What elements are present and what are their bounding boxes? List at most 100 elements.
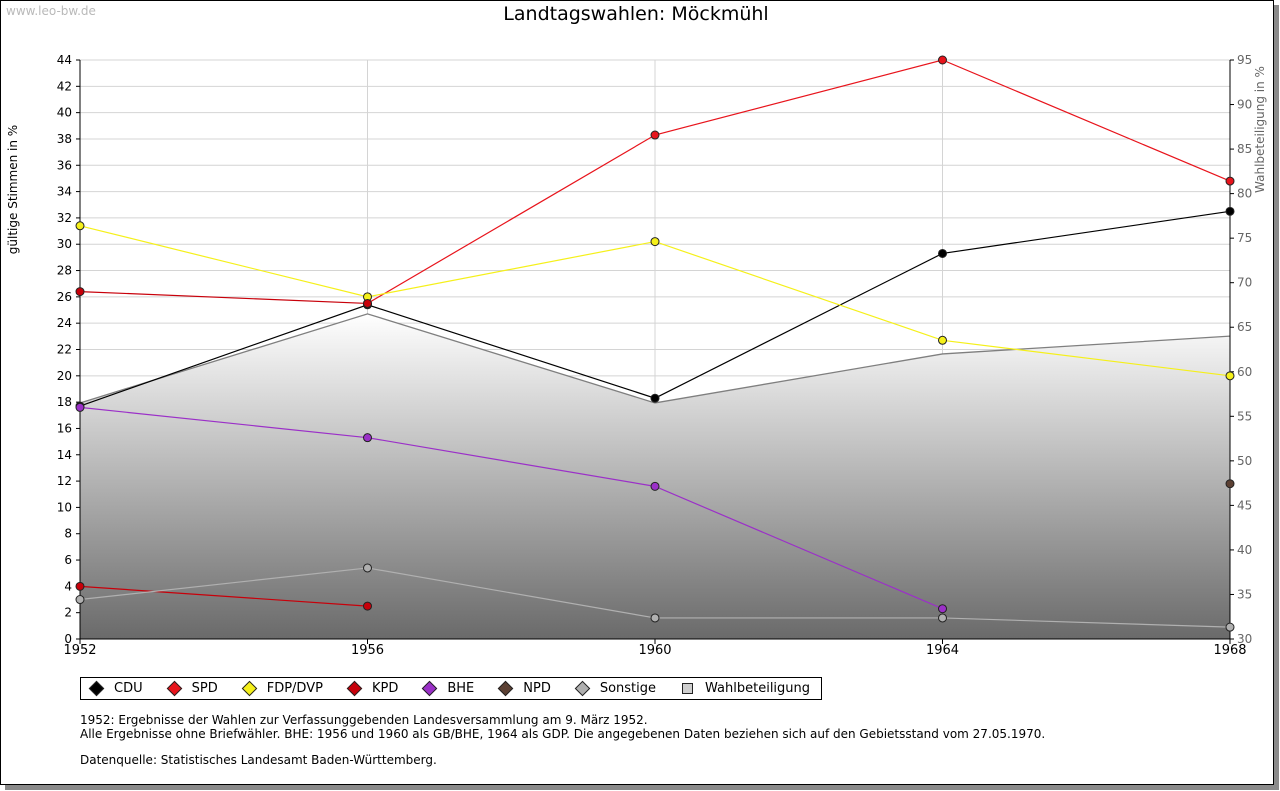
y-tick-label: 30 xyxy=(57,237,72,251)
y-tick-label: 0 xyxy=(64,632,72,646)
y-tick-label: 10 xyxy=(57,500,72,514)
y-tick-label: 32 xyxy=(57,211,72,225)
y2-tick-label: 75 xyxy=(1237,231,1252,245)
note-line-1: 1952: Ergebnisse der Wahlen zur Verfassu… xyxy=(80,713,648,727)
x-tick-label: 1956 xyxy=(351,643,384,658)
legend-marker xyxy=(88,680,105,697)
y-tick-label: 2 xyxy=(64,606,72,620)
y-tick-label: 6 xyxy=(64,553,72,567)
y-tick-label: 22 xyxy=(57,343,72,357)
y2-tick-label: 50 xyxy=(1237,454,1252,468)
legend-label: Sonstige xyxy=(599,681,657,696)
y-tick-label: 18 xyxy=(57,395,72,409)
y-tick-label: 38 xyxy=(57,132,72,146)
data-point xyxy=(650,393,660,403)
x-tick-label: 1952 xyxy=(63,643,96,658)
data-point xyxy=(650,130,660,140)
data-point xyxy=(363,298,372,308)
y2-tick-label: 30 xyxy=(1237,632,1252,646)
data-point xyxy=(75,595,85,605)
footnotes: 1952: Ergebnisse der Wahlen zur Verfassu… xyxy=(80,713,1045,767)
axes: 0246810121416182022242628303234363840424… xyxy=(6,53,1267,658)
series-line xyxy=(79,406,943,610)
series-line xyxy=(79,291,368,305)
data-point xyxy=(650,237,660,247)
data-point xyxy=(363,433,372,443)
y2-tick-label: 85 xyxy=(1237,142,1252,156)
legend-item: Wahlbeteiligung xyxy=(682,681,810,696)
y-tick-label: 8 xyxy=(64,527,72,541)
y-tick-label: 12 xyxy=(57,474,72,488)
y-axis-label: gültige Stimmen in % xyxy=(6,125,20,254)
legend-item: SPD xyxy=(166,680,218,697)
data-point xyxy=(650,481,660,491)
data-point xyxy=(938,613,947,623)
data-point xyxy=(1225,622,1235,632)
legend-label: BHE xyxy=(447,681,475,696)
legend-marker xyxy=(497,680,514,697)
data-point xyxy=(1225,479,1235,489)
legend-item: CDU xyxy=(88,680,143,697)
data-source: Datenquelle: Statistisches Landesamt Bad… xyxy=(80,753,437,767)
y-tick-label: 40 xyxy=(57,106,72,120)
x-tick-label: 1960 xyxy=(638,643,671,658)
y-tick-label: 4 xyxy=(64,579,72,593)
legend-marker xyxy=(166,680,182,697)
data-point xyxy=(75,402,85,412)
y2-axis-label: Wahlbeteiligung in % xyxy=(1253,66,1267,193)
data-point xyxy=(363,563,372,573)
y2-tick-label: 65 xyxy=(1237,320,1252,334)
data-point xyxy=(938,55,947,65)
y2-tick-label: 60 xyxy=(1237,365,1252,379)
note-line-2: Alle Ergebnisse ohne Briefwähler. BHE: 1… xyxy=(80,727,1046,741)
chart-title: Landtagswahlen: Möckmühl xyxy=(503,3,769,25)
data-point xyxy=(75,581,85,591)
watermark: www.leo-bw.de xyxy=(6,4,96,18)
y2-tick-label: 45 xyxy=(1237,498,1252,512)
y-tick-label: 16 xyxy=(57,421,72,435)
y-tick-label: 34 xyxy=(57,185,72,199)
legend-label: CDU xyxy=(114,681,143,696)
y-tick-label: 14 xyxy=(57,448,72,462)
data-point xyxy=(938,248,947,258)
y-tick-label: 26 xyxy=(57,290,72,304)
turnout-line xyxy=(79,313,1231,404)
data-point xyxy=(75,287,85,297)
data-point xyxy=(650,613,660,623)
line-chart: 0246810121416182022242628303234363840424… xyxy=(6,53,1267,658)
x-tick-label: 1964 xyxy=(926,643,959,658)
legend-label: FDP/DVP xyxy=(266,681,323,696)
legend-item: NPD xyxy=(497,680,551,697)
turnout-area xyxy=(79,313,1231,639)
y2-tick-label: 40 xyxy=(1237,543,1252,557)
x-tick-label: 1968 xyxy=(1213,643,1246,658)
legend-label: SPD xyxy=(191,681,218,696)
legend-item: FDP/DVP xyxy=(241,680,323,697)
legend-marker xyxy=(346,680,363,697)
legend-marker xyxy=(574,680,591,697)
legend-marker xyxy=(682,683,694,694)
y-tick-label: 28 xyxy=(57,264,72,278)
legend-marker xyxy=(422,680,438,697)
y-tick-label: 42 xyxy=(57,79,72,93)
y2-tick-label: 35 xyxy=(1237,587,1252,601)
series-line xyxy=(79,585,368,607)
legend-item: BHE xyxy=(422,680,475,697)
data-point xyxy=(938,604,947,614)
legend-label: KPD xyxy=(371,681,399,696)
legend-item: Sonstige xyxy=(574,680,657,697)
data-point xyxy=(363,601,372,611)
turnout-area-fill xyxy=(80,313,1230,639)
legend-marker xyxy=(241,680,257,697)
data-point xyxy=(1225,371,1235,381)
legend: CDU SPD FDP/DVP KPD BHE NPD Sonstige Wahlbeteil… xyxy=(80,677,822,700)
series-lines xyxy=(75,55,1235,632)
y-tick-label: 44 xyxy=(57,53,72,67)
data-point xyxy=(1225,176,1235,186)
data-point xyxy=(1225,206,1235,216)
y-tick-label: 24 xyxy=(57,316,72,330)
y-tick-label: 20 xyxy=(57,369,72,383)
series-line xyxy=(367,59,1231,304)
legend-label: Wahlbeteiligung xyxy=(705,681,811,696)
y-tick-label: 36 xyxy=(57,158,72,172)
